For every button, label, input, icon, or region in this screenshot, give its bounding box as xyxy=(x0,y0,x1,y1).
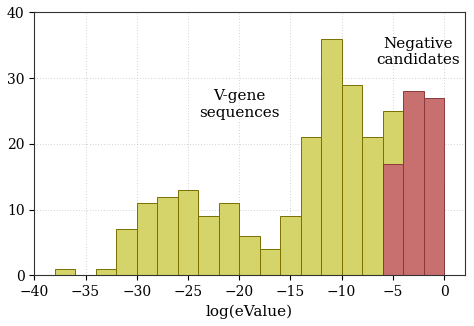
X-axis label: log(eValue): log(eValue) xyxy=(206,305,293,319)
Bar xyxy=(198,216,219,275)
Bar xyxy=(383,111,403,275)
Bar xyxy=(403,223,424,275)
Bar xyxy=(342,85,362,275)
Bar xyxy=(383,164,403,275)
Bar xyxy=(321,39,342,275)
Bar xyxy=(424,98,444,275)
Bar xyxy=(403,91,424,275)
Bar xyxy=(260,249,280,275)
Bar xyxy=(157,197,178,275)
Text: V-gene
sequences: V-gene sequences xyxy=(199,89,280,120)
Bar xyxy=(137,203,157,275)
Bar xyxy=(219,203,239,275)
Text: Negative
candidates: Negative candidates xyxy=(377,37,460,67)
Bar xyxy=(116,230,137,275)
Bar xyxy=(280,216,301,275)
Bar xyxy=(55,269,75,275)
Bar xyxy=(96,269,116,275)
Bar xyxy=(362,137,383,275)
Bar xyxy=(424,183,444,275)
Bar xyxy=(239,236,260,275)
Bar xyxy=(301,137,321,275)
Bar xyxy=(178,190,198,275)
